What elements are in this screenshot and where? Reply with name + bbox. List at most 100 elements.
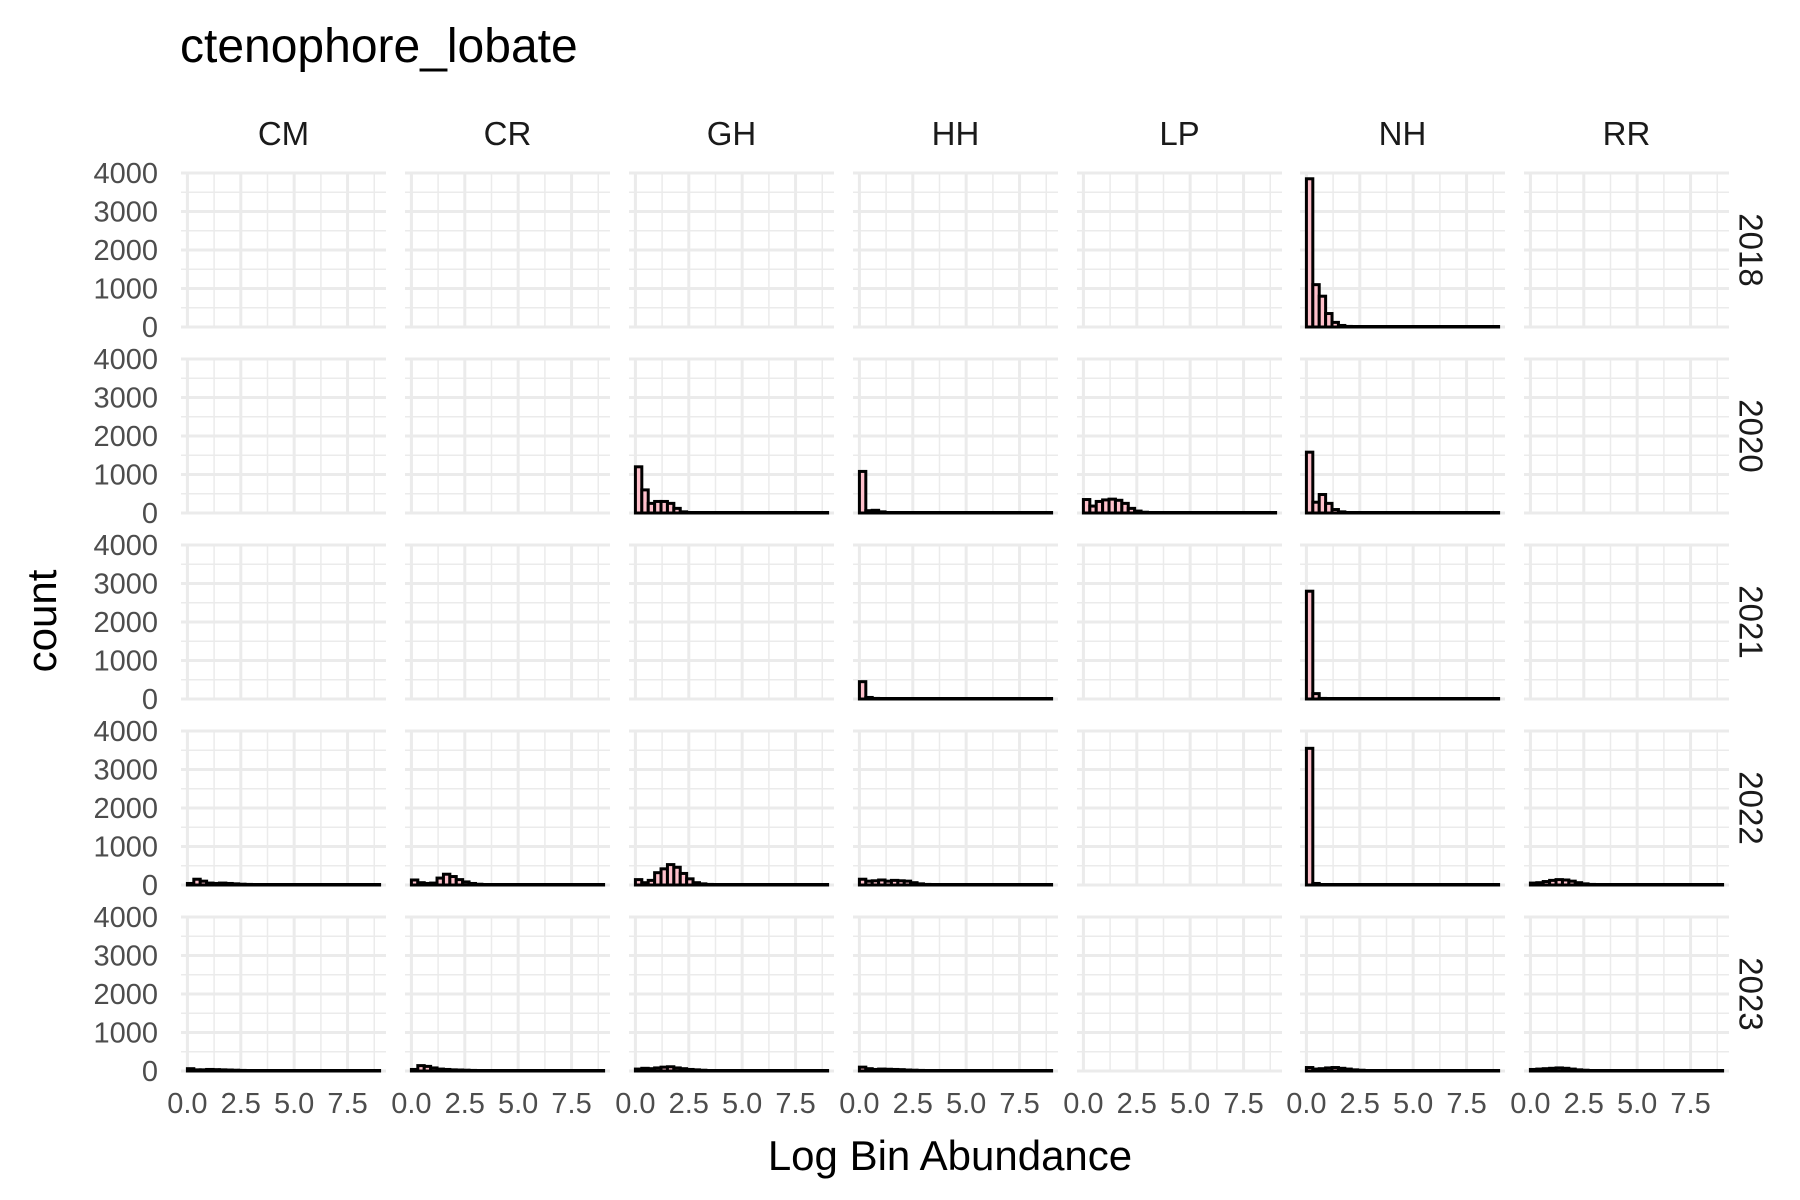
facet-panel-GH-2018: [629, 171, 834, 329]
facet-panel-CM-2023: [181, 915, 386, 1073]
strip-label-2021: 2021: [1732, 585, 1769, 658]
x-tick-label: 2.5: [893, 1088, 933, 1120]
x-tick-label: 2.5: [1564, 1088, 1604, 1120]
facet-panel-NH-2018: [1300, 171, 1505, 329]
x-tick-label: 2.5: [221, 1088, 261, 1120]
strip-label-2018: 2018: [1732, 213, 1769, 286]
histogram-bar: [1714, 1069, 1725, 1073]
x-tick-label: 5.0: [1393, 1088, 1433, 1120]
x-tick-label: 0.0: [391, 1088, 431, 1120]
facet-panel-NH-2022: [1300, 729, 1505, 887]
y-tick-label: 2000: [93, 979, 158, 1011]
y-axis-label: count: [18, 569, 65, 672]
facet-panel-NH-2021: [1300, 543, 1505, 701]
facet-panel-HH-2020: [853, 357, 1058, 515]
x-tick-label: 5.0: [946, 1088, 986, 1120]
y-tick-label: 4000: [93, 158, 158, 190]
y-tick-label: 3000: [93, 383, 158, 415]
x-tick-label: 0.0: [839, 1088, 879, 1120]
y-tick-label: 2000: [93, 421, 158, 453]
facet-panel-RR-2023: [1524, 915, 1729, 1073]
histogram-bar: [1304, 589, 1315, 701]
histogram-bar: [1043, 697, 1054, 701]
y-tick-label: 2000: [93, 235, 158, 267]
facet-panel-CM-2022: [181, 729, 386, 887]
facet-panel-CR-2020: [405, 357, 610, 515]
facet-panel-CR-2021: [405, 543, 610, 701]
y-tick-label: 3000: [93, 755, 158, 787]
y-tick-label: 2000: [93, 793, 158, 825]
y-tick-label: 4000: [93, 344, 158, 376]
facet-panel-HH-2023: [853, 915, 1058, 1073]
facet-panel-LP-2020: [1077, 357, 1282, 515]
strip-label-LP: LP: [1159, 115, 1199, 152]
strip-label-RR: RR: [1603, 115, 1651, 152]
histogram-bar: [819, 883, 830, 887]
facet-panel-GH-2022: [629, 729, 834, 887]
histogram-bar: [1043, 883, 1054, 887]
x-tick-label: 7.5: [551, 1088, 591, 1120]
y-tick-label: 4000: [93, 530, 158, 562]
y-tick-label: 2000: [93, 607, 158, 639]
y-tick-label: 0: [142, 870, 158, 902]
strip-label-NH: NH: [1379, 115, 1427, 152]
x-tick-label: 7.5: [327, 1088, 367, 1120]
x-tick-label: 0.0: [615, 1088, 655, 1120]
strip-label-GH: GH: [707, 115, 757, 152]
x-tick-label: 2.5: [1340, 1088, 1380, 1120]
x-tick-label: 2.5: [669, 1088, 709, 1120]
facet-panel-CR-2023: [405, 915, 610, 1073]
x-tick-label: 7.5: [1223, 1088, 1263, 1120]
x-tick-label: 7.5: [1670, 1088, 1710, 1120]
histogram-bar: [595, 1069, 606, 1073]
histogram-bar: [1714, 883, 1725, 887]
histogram-bar: [1043, 1069, 1054, 1073]
facet-panel-LP-2018: [1077, 171, 1282, 329]
facet-panel-HH-2021: [853, 543, 1058, 701]
histogram-bar: [1304, 746, 1315, 887]
histogram-bar: [1490, 1069, 1501, 1073]
y-tick-label: 1000: [93, 274, 158, 306]
histogram-bar: [1490, 325, 1501, 329]
x-tick-label: 0.0: [1286, 1088, 1326, 1120]
x-axis-label: Log Bin Abundance: [768, 1132, 1132, 1179]
histogram-bar: [1317, 294, 1328, 329]
facet-panel-RR-2018: [1524, 171, 1729, 329]
y-tick-label: 1000: [93, 460, 158, 492]
histogram-bar: [1304, 177, 1315, 329]
histogram-bar: [1043, 511, 1054, 515]
facet-panel-LP-2022: [1077, 729, 1282, 887]
facet-panel-CM-2018: [181, 171, 386, 329]
facet-panel-RR-2021: [1524, 543, 1729, 701]
histogram-bar: [819, 1069, 830, 1073]
y-tick-label: 4000: [93, 716, 158, 748]
x-tick-label: 5.0: [274, 1088, 314, 1120]
y-tick-label: 0: [142, 1056, 158, 1088]
histogram-bar: [1490, 697, 1501, 701]
facet-panel-CM-2021: [181, 543, 386, 701]
histogram-bar: [371, 883, 382, 887]
x-tick-label: 0.0: [1063, 1088, 1103, 1120]
x-tick-label: 7.5: [1446, 1088, 1486, 1120]
facet-panel-GH-2020: [629, 357, 834, 515]
histogram-bar: [371, 1069, 382, 1073]
y-tick-label: 1000: [93, 1018, 158, 1050]
facet-panel-NH-2023: [1300, 915, 1505, 1073]
x-tick-label: 5.0: [498, 1088, 538, 1120]
y-tick-label: 0: [142, 684, 158, 716]
facet-panel-HH-2018: [853, 171, 1058, 329]
y-tick-label: 3000: [93, 941, 158, 973]
x-tick-label: 2.5: [1117, 1088, 1157, 1120]
strip-label-2022: 2022: [1732, 771, 1769, 844]
x-tick-label: 7.5: [775, 1088, 815, 1120]
facet-panel-CM-2020: [181, 357, 386, 515]
y-tick-label: 0: [142, 312, 158, 344]
histogram-bar: [857, 680, 868, 701]
histogram-bar: [1304, 450, 1315, 515]
y-tick-label: 3000: [93, 569, 158, 601]
y-tick-label: 1000: [93, 832, 158, 864]
facet-panel-CR-2022: [405, 729, 610, 887]
histogram-bar: [857, 469, 868, 515]
facet-panel-NH-2020: [1300, 357, 1505, 515]
x-tick-label: 2.5: [445, 1088, 485, 1120]
